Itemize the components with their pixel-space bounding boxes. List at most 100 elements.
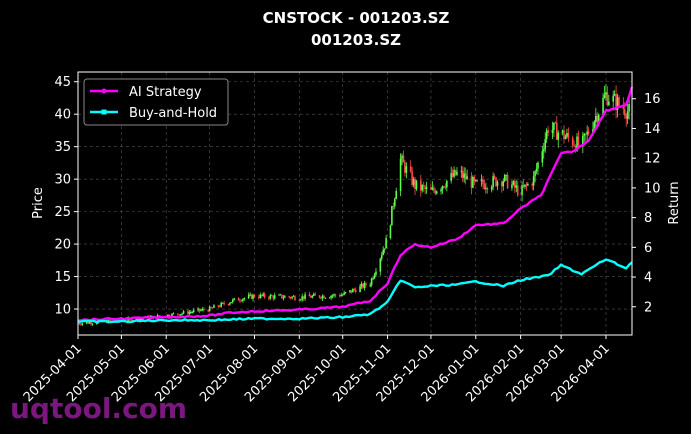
y-tick-label: 30	[54, 173, 71, 188]
candle-body	[311, 295, 314, 298]
candle-body	[352, 289, 354, 293]
candle-body	[391, 205, 393, 226]
y-tick-label: 40	[54, 108, 71, 123]
candle-body	[441, 186, 444, 190]
candle-body	[412, 179, 415, 185]
candle-body	[480, 179, 483, 182]
candle-body	[602, 97, 604, 115]
candle-body	[365, 282, 367, 286]
candle-body	[211, 307, 214, 309]
candle-body	[625, 115, 628, 119]
candle-body	[369, 285, 371, 286]
y2-tick-label: 6	[644, 241, 652, 256]
chart-subtitle: 001203.SZ	[311, 31, 401, 49]
candle-body	[341, 294, 344, 296]
candle-body	[294, 296, 296, 300]
candle-body	[243, 297, 246, 300]
candle-body	[90, 322, 92, 325]
candle-body	[360, 283, 363, 287]
candle-body	[171, 313, 173, 317]
y2-tick-label: 16	[644, 92, 661, 107]
candle-body	[567, 132, 570, 138]
candle-body	[472, 177, 474, 188]
candle-body	[278, 294, 280, 296]
candle-body	[434, 190, 437, 194]
candle-body	[402, 155, 405, 163]
candle-body	[571, 137, 574, 146]
candle-body	[310, 296, 312, 298]
legend-box	[83, 78, 229, 126]
candle-body	[262, 293, 264, 296]
y-tick-label: 25	[54, 205, 71, 220]
candle-body	[563, 130, 565, 140]
candle-body	[482, 179, 484, 185]
candle-body	[532, 176, 535, 186]
candle-body	[177, 313, 179, 315]
candle-body	[405, 166, 408, 173]
candle-body	[466, 176, 468, 180]
candle-body	[220, 302, 223, 307]
candle-body	[350, 290, 353, 293]
candle-body	[268, 297, 270, 299]
candle-body	[577, 136, 580, 146]
candle-body	[263, 293, 266, 298]
candle-body	[492, 176, 494, 187]
y2-tick-label: 14	[644, 122, 661, 137]
candle-body	[208, 306, 211, 312]
candle-body	[260, 294, 263, 296]
candle-body	[353, 289, 356, 290]
candle-body	[496, 181, 499, 186]
candle-body	[612, 95, 614, 102]
candle-body	[187, 311, 189, 314]
candle-body	[247, 295, 250, 298]
candle-body	[401, 155, 403, 159]
candle-body	[227, 304, 230, 306]
candle-body	[544, 139, 547, 150]
candle-body	[323, 295, 325, 299]
series-line-buy-and-hold	[78, 258, 633, 324]
candle-body	[456, 171, 458, 175]
candle-body	[190, 312, 192, 313]
candle-body	[561, 130, 564, 133]
candle-body	[299, 299, 302, 301]
candle-body	[292, 296, 295, 298]
candle-body	[454, 170, 457, 175]
candle-body	[203, 308, 205, 311]
candle-body	[535, 168, 538, 172]
candle-body	[495, 177, 497, 186]
candle-body	[379, 258, 382, 272]
candle-body	[515, 185, 518, 188]
candle-body	[595, 115, 597, 122]
candle-body	[525, 184, 528, 186]
candle-body	[486, 188, 489, 190]
candle-body	[288, 296, 290, 298]
candle-body	[301, 296, 304, 300]
candle-body	[534, 171, 536, 177]
candle-body	[618, 97, 620, 106]
candle-body	[314, 294, 317, 296]
candle-body	[431, 187, 434, 190]
candle-body	[182, 311, 185, 314]
candle-body	[230, 302, 233, 304]
y-tick-label: 15	[54, 270, 71, 285]
candle-body	[91, 323, 94, 325]
candle-body	[239, 300, 241, 302]
candle-body	[198, 308, 201, 311]
candle-body	[192, 310, 195, 312]
candle-body	[281, 294, 283, 299]
candle-body	[483, 184, 486, 189]
candle-body	[373, 274, 376, 279]
candle-body	[443, 186, 445, 188]
candle-body	[597, 114, 600, 123]
candle-body	[616, 97, 619, 110]
candle-body	[85, 322, 88, 324]
candle-body	[168, 314, 170, 317]
candle-body	[414, 179, 416, 189]
candle-body	[605, 92, 607, 96]
candle-body	[273, 295, 276, 299]
y2-tick-label: 10	[644, 181, 661, 196]
candle-body	[582, 135, 584, 146]
candle-body	[197, 308, 199, 311]
candle-body	[596, 115, 599, 123]
candle-body	[331, 295, 334, 297]
